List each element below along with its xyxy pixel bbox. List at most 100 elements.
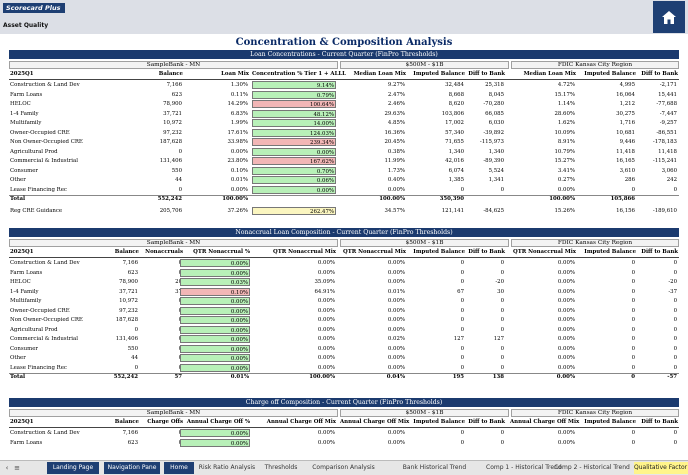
column-header: Nonaccruals — [145, 249, 183, 255]
table-cell: 20 — [175, 279, 182, 285]
row-label: Lease Financing Rec — [10, 186, 67, 193]
table-cell: 14.29% — [227, 101, 248, 107]
table-cell — [252, 195, 336, 203]
row-label: HELOC — [10, 279, 31, 285]
home-button[interactable] — [653, 1, 685, 33]
tab-comp-2-historical-trend[interactable]: Comp 2 - Historical Trend — [554, 464, 630, 471]
table-cell: 28.60% — [554, 110, 575, 117]
row-label: Farm Loans — [10, 269, 43, 276]
tab-home[interactable]: Home — [164, 462, 194, 474]
table-cell: 100.00% — [309, 374, 335, 380]
table-cell: 0.00% — [317, 336, 335, 342]
group-header: SampleBank - MN — [9, 239, 338, 247]
row-label: Consumer — [10, 345, 38, 352]
table-cell: 97,232 — [163, 129, 182, 136]
row-label: Other — [10, 355, 26, 361]
table-cell: 15.17% — [554, 91, 575, 98]
table-cell: 0 — [143, 269, 183, 277]
section-title-bar: Loan Concentrations - Current Quarter (F… — [9, 50, 679, 59]
table-cell: 0.00% — [387, 186, 405, 193]
tab-qualitative-factor-in[interactable]: Qualitative Factor In — [634, 462, 688, 474]
table-cell: 0 — [460, 326, 464, 333]
table-cell: 0.00% — [317, 364, 335, 371]
table-cell: 0.00% — [252, 185, 336, 194]
table-cell: 0 — [143, 297, 183, 305]
tab-landing-page[interactable]: Landing Page — [47, 462, 99, 474]
tab-thresholds[interactable]: Thresholds — [264, 464, 298, 471]
table-cell: 0.00% — [387, 355, 405, 361]
table-cell: 0 — [143, 316, 183, 324]
table-cell: 0.00% — [180, 306, 250, 315]
table-cell: -86,551 — [656, 129, 677, 136]
row-label: Construction & Land Dev — [10, 82, 80, 88]
table-cell: 0.00% — [387, 439, 405, 446]
table-cell: 0 — [673, 269, 677, 276]
column-header: Charge Offs — [147, 419, 183, 425]
table-cell: 4.85% — [387, 120, 405, 126]
column-header: Annual Charge Off Mix — [340, 419, 410, 425]
section-title-bar: Charge off Composition - Current Quarter… — [9, 398, 679, 407]
table-cell: 29.63% — [384, 110, 405, 117]
table-cell: 15.27% — [554, 158, 575, 164]
column-header: Imputed Balance — [584, 71, 636, 77]
table-cell: 0.00% — [180, 335, 250, 343]
table-cell: 0.00% — [180, 268, 250, 277]
table-cell: 97,232 — [119, 307, 138, 314]
group-header: FDIC Kansas City Region — [511, 239, 679, 247]
column-header: Imputed Balance — [413, 419, 465, 425]
table-cell: 100.00% — [379, 196, 405, 202]
table-cell: 131,406 — [159, 158, 182, 164]
tab-bank-historical-trend[interactable]: Bank Historical Trend — [402, 464, 467, 471]
table-cell: 0 — [178, 148, 182, 155]
tab-risk-ratio-analysis[interactable]: Risk Ratio Analysis — [198, 464, 256, 471]
tab-navigation-pane[interactable]: Navigation Pane — [104, 462, 160, 474]
table-cell: 0 — [143, 326, 183, 334]
table-cell: 16,064 — [616, 91, 635, 98]
page-tab-bar: ‹ ≡ Landing Page Navigation Pane Home Risk … — [0, 460, 688, 475]
chevron-left-icon[interactable]: ‹ — [5, 464, 9, 472]
table-cell: 0.40% — [387, 177, 405, 183]
home-icon — [662, 10, 676, 24]
table-cell: 0.00% — [180, 297, 250, 305]
table-cell: -89,390 — [483, 158, 504, 164]
table-cell: 0.00% — [180, 354, 250, 362]
table-cell: 0 — [143, 345, 183, 353]
table-cell: 0.00% — [556, 374, 575, 380]
table-cell: 34.57% — [384, 207, 405, 214]
table-cell: 0 — [631, 317, 635, 323]
table-cell: 0 — [134, 326, 138, 333]
table-cell: 0.02% — [387, 336, 405, 342]
column-header: Annual Charge Off % — [186, 419, 250, 425]
column-header: Median Loan Mix — [523, 71, 576, 77]
tab-comp-1-historical-trend[interactable]: Comp 1 - Historical Trend — [486, 464, 562, 471]
table-cell: 0 — [500, 186, 504, 193]
table-cell: 0.00% — [387, 430, 405, 436]
table-cell: 64.91% — [314, 288, 335, 295]
table-cell: 623 — [127, 439, 138, 446]
tab-list-icon[interactable]: ≡ — [14, 464, 20, 472]
table-cell: 0 — [631, 355, 635, 361]
column-header: Balance — [114, 419, 139, 425]
table-cell: 8,668 — [448, 91, 464, 98]
tab-comparison-analysis[interactable]: Comparison Analysis — [312, 464, 375, 471]
table-cell: 0 — [460, 430, 464, 436]
table-cell: 0.00% — [230, 148, 248, 155]
table-cell: 7,166 — [122, 260, 138, 266]
column-header: Loan Mix — [221, 71, 249, 77]
row-label: Commercial & Industrial — [10, 158, 78, 164]
table-cell: 0.00% — [317, 345, 335, 352]
row-label: Farm Loans — [10, 439, 43, 446]
table-cell: 8.91% — [557, 139, 575, 145]
table-cell: 0 — [460, 364, 464, 371]
table-cell: 0.01% — [387, 288, 405, 295]
group-header: FDIC Kansas City Region — [511, 409, 679, 417]
table-cell: 0.38% — [387, 148, 405, 155]
row-label: Owner-Occupied CRE — [10, 129, 70, 136]
table-cell: 3.41% — [557, 167, 575, 174]
group-header: $500M - $1B — [340, 409, 509, 417]
table-cell: 0 — [673, 430, 677, 436]
row-label: Non Owner-Occupied CRE — [10, 317, 83, 323]
table-cell: -70,280 — [483, 101, 504, 107]
table-cell: 0 — [460, 269, 464, 276]
row-label: Farm Loans — [10, 91, 43, 98]
